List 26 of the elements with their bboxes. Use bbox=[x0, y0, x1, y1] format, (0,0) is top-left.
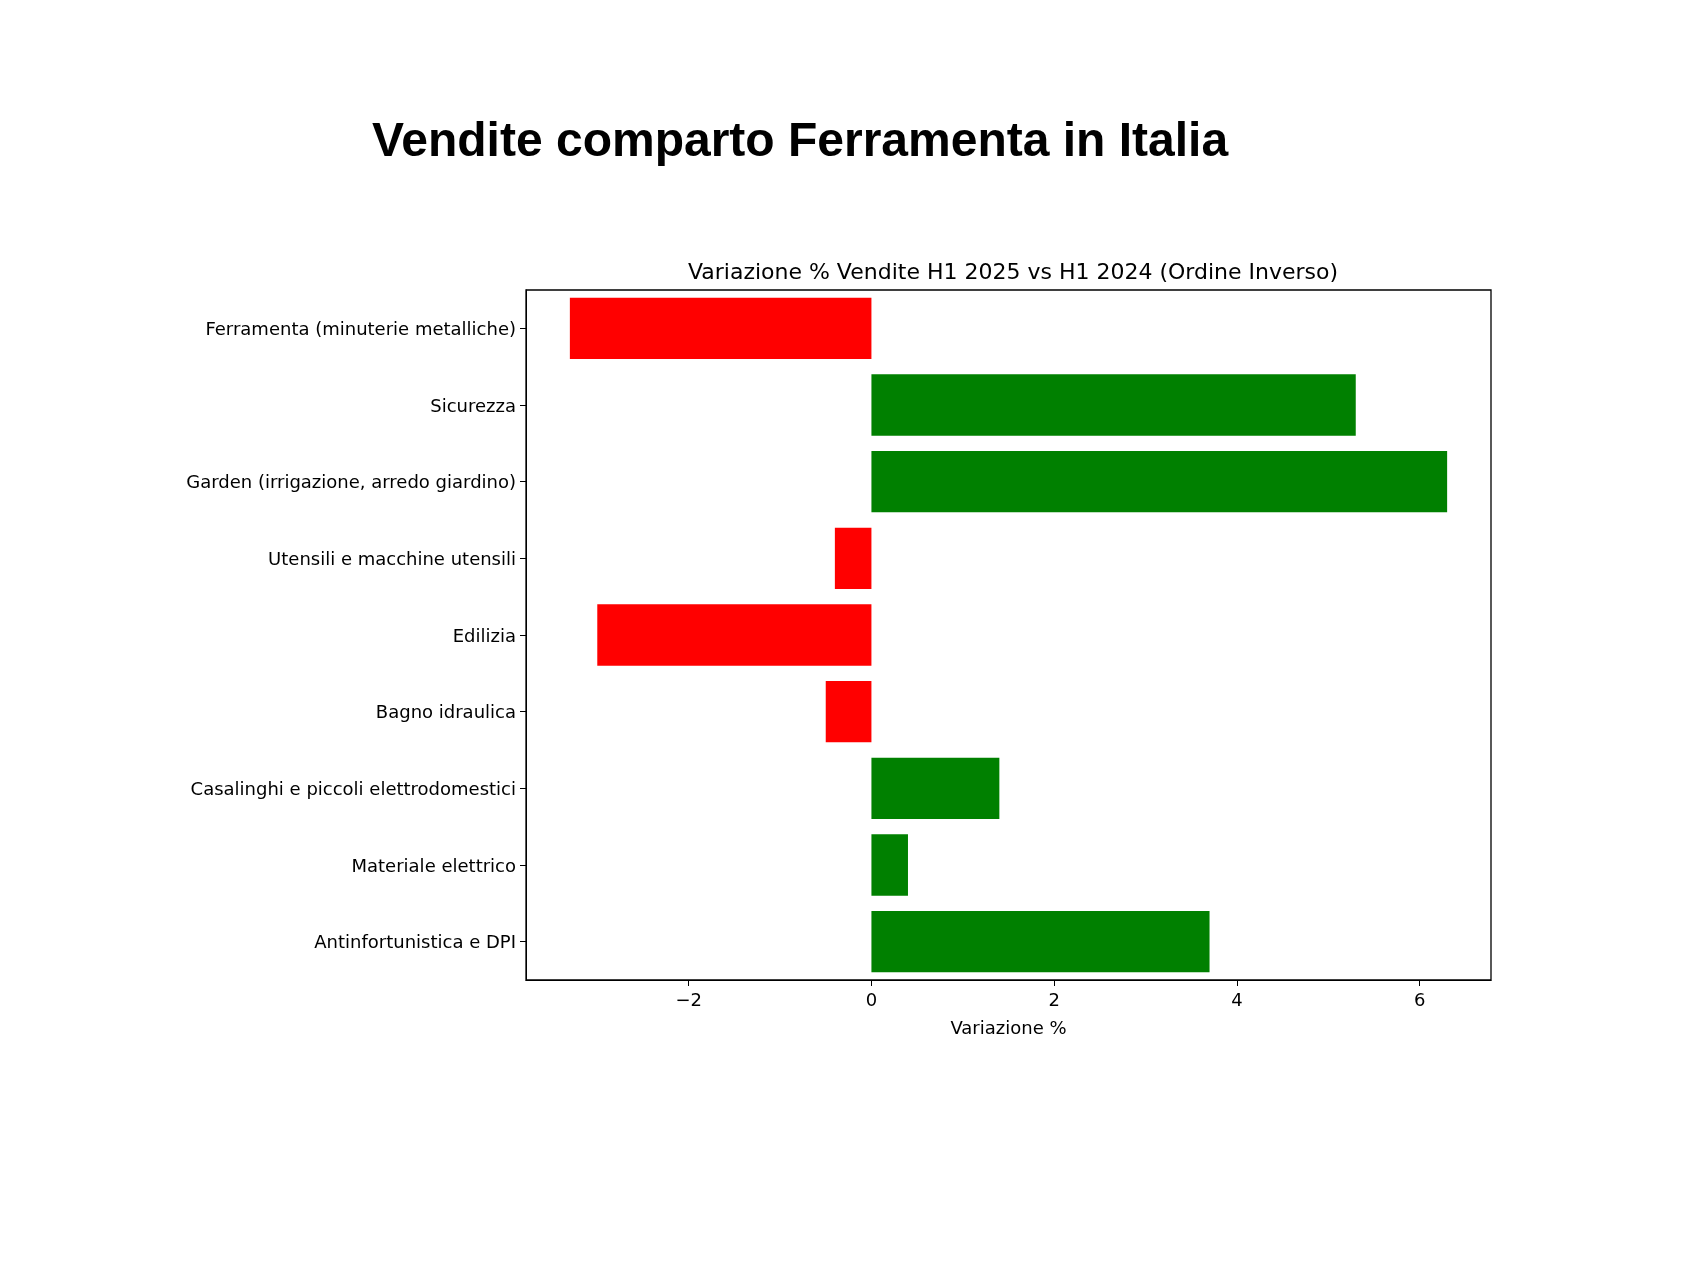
x-tick-label: 6 bbox=[1413, 988, 1426, 1010]
y-tick-label: Casalinghi e piccoli elettrodomestici bbox=[190, 777, 516, 799]
chart-title: Vendite comparto Ferramenta in Italia bbox=[371, 112, 1229, 166]
y-tick-label: Bagno idraulica bbox=[375, 701, 516, 723]
bar bbox=[871, 911, 1210, 973]
y-tick-label: Utensili e macchine utensili bbox=[268, 547, 516, 569]
bar bbox=[871, 757, 1000, 819]
bar bbox=[825, 681, 872, 743]
bar bbox=[834, 527, 872, 589]
y-tick-label: Sicurezza bbox=[430, 394, 516, 416]
bar bbox=[597, 604, 872, 666]
y-tick-label: Materiale elettrico bbox=[351, 854, 516, 876]
x-axis-title: Variazione % bbox=[950, 1016, 1067, 1038]
y-tick-label: Garden (irrigazione, arredo giardino) bbox=[186, 471, 516, 493]
x-tick-label: 4 bbox=[1231, 988, 1243, 1010]
x-tick-label: −2 bbox=[675, 988, 702, 1010]
bar bbox=[871, 374, 1356, 436]
x-tick-label: 2 bbox=[1048, 988, 1060, 1010]
y-tick-label: Edilizia bbox=[452, 624, 516, 646]
bar bbox=[871, 451, 1448, 513]
bar bbox=[569, 297, 872, 359]
y-tick-label: Antinfortunistica e DPI bbox=[314, 931, 516, 953]
x-tick-label: 0 bbox=[865, 988, 878, 1010]
bar bbox=[871, 834, 908, 896]
chart-subtitle: Variazione % Vendite H1 2025 vs H1 2024 (Ordine Inverso) bbox=[687, 258, 1339, 284]
y-tick-label: Ferramenta (minuterie metalliche) bbox=[205, 317, 516, 339]
